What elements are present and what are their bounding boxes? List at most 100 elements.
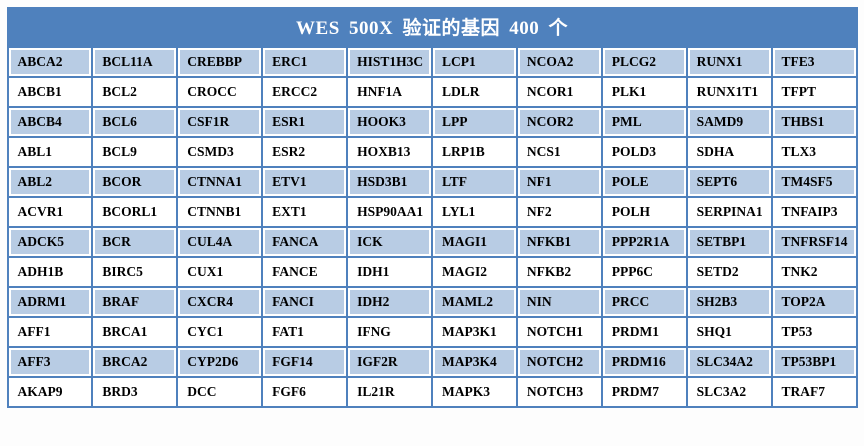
gene-cell: ABL2	[8, 168, 92, 196]
gene-cell: TFPT	[772, 78, 856, 106]
gene-cell: HIST1H3C	[348, 48, 431, 76]
gene-cell: BCORL1	[93, 198, 177, 226]
gene-cell: CYP2D6	[178, 348, 262, 376]
gene-cell: BCL2	[93, 78, 177, 106]
gene-cell: TLX3	[772, 138, 856, 166]
gene-cell: SH2B3	[687, 288, 771, 316]
gene-cell: BCL9	[93, 138, 177, 166]
table-row: ADH1B BIRC5 CUX1 FANCE IDH1 MAGI2 NFKB2 PPP6C SE…	[8, 258, 856, 286]
table-title: WES 500X 验证的基因 400 个	[8, 9, 856, 46]
gene-cell: SDHA	[687, 138, 771, 166]
gene-cell: LDLR	[432, 78, 516, 106]
table-row: ABL1 BCL9 CSMD3 ESR2 HOXB13 LRP1B NCS1 POLD3 SDH…	[8, 138, 856, 166]
gene-cell: ADRM1	[8, 288, 92, 316]
gene-cell: MAP3K1	[432, 318, 516, 346]
gene-cell: MAP3K4	[432, 348, 516, 376]
table-row: AKAP9 BRD3 DCC FGF6 IL21R MAPK3 NOTCH3 PRDM7 SLC…	[8, 378, 856, 406]
gene-cell: SEPT6	[687, 168, 771, 196]
gene-cell: NF2	[517, 198, 601, 226]
gene-cell: PRDM1	[602, 318, 686, 346]
gene-cell: BCL6	[93, 108, 177, 136]
gene-table-body: ABCA2 BCL11A CREBBP ERC1 HIST1H3C LCP1 NCOA2 PL…	[8, 48, 856, 406]
gene-cell: LYL1	[432, 198, 516, 226]
gene-cell: EXT1	[263, 198, 347, 226]
gene-cell: POLD3	[602, 138, 686, 166]
table-row: ACVR1 BCORL1 CTNNB1 EXT1 HSP90AA1 LYL1 NF2 POLH…	[8, 198, 856, 226]
gene-cell: ICK	[348, 228, 431, 256]
gene-cell: PRCC	[602, 288, 686, 316]
table-row: AFF3 BRCA2 CYP2D6 FGF14 IGF2R MAP3K4 NOTCH2 PRD…	[8, 348, 856, 376]
table-row: ABCB1 BCL2 CROCC ERCC2 HNF1A LDLR NCOR1 PLK1 RUN…	[8, 78, 856, 106]
table-row: ABL2 BCOR CTNNA1 ETV1 HSD3B1 LTF NF1 POLE SEPT6 T…	[8, 168, 856, 196]
gene-cell: ERC1	[263, 48, 347, 76]
gene-cell: TNFRSF14	[772, 228, 856, 256]
gene-cell: CTNNB1	[178, 198, 262, 226]
gene-cell: AKAP9	[8, 378, 92, 406]
gene-cell: NFKB2	[517, 258, 601, 286]
gene-cell: CXCR4	[178, 288, 262, 316]
gene-cell: FGF14	[263, 348, 347, 376]
gene-cell: SLC34A2	[687, 348, 771, 376]
gene-cell: ADCK5	[8, 228, 92, 256]
gene-cell: ESR1	[263, 108, 347, 136]
gene-cell: ESR2	[263, 138, 347, 166]
gene-cell: MAPK3	[432, 378, 516, 406]
gene-cell: BRAF	[93, 288, 177, 316]
gene-cell: TNFAIP3	[772, 198, 856, 226]
gene-cell: BRCA1	[93, 318, 177, 346]
gene-cell: BRD3	[93, 378, 177, 406]
gene-cell: PRDM16	[602, 348, 686, 376]
gene-cell: TRAF7	[772, 378, 856, 406]
gene-cell: NCOR2	[517, 108, 601, 136]
gene-cell: RUNX1	[687, 48, 771, 76]
gene-cell: SLC3A2	[687, 378, 771, 406]
gene-cell: MAGI1	[432, 228, 516, 256]
gene-cell: THBS1	[772, 108, 856, 136]
gene-cell: CYC1	[178, 318, 262, 346]
gene-cell: ACVR1	[8, 198, 92, 226]
table-row: ABCB4 BCL6 CSF1R ESR1 HOOK3 LPP NCOR2 PML SAMD9 T…	[8, 108, 856, 136]
gene-cell: PML	[602, 108, 686, 136]
gene-cell: POLE	[602, 168, 686, 196]
gene-cell: ABCA2	[8, 48, 92, 76]
gene-cell: HOXB13	[348, 138, 431, 166]
gene-cell: FGF6	[263, 378, 347, 406]
gene-cell: ABCB4	[8, 108, 92, 136]
gene-cell: SHQ1	[687, 318, 771, 346]
gene-cell: FANCE	[263, 258, 347, 286]
gene-cell: NCOR1	[517, 78, 601, 106]
gene-cell: BCL11A	[93, 48, 177, 76]
gene-cell: ABCB1	[8, 78, 92, 106]
gene-cell: SAMD9	[687, 108, 771, 136]
gene-cell: CROCC	[178, 78, 262, 106]
gene-cell: MAML2	[432, 288, 516, 316]
gene-cell: POLH	[602, 198, 686, 226]
gene-cell: ADH1B	[8, 258, 92, 286]
gene-cell: ABL1	[8, 138, 92, 166]
gene-cell: IGF2R	[348, 348, 431, 376]
gene-cell: IDH2	[348, 288, 431, 316]
gene-cell: NOTCH1	[517, 318, 601, 346]
gene-cell: LPP	[432, 108, 516, 136]
gene-cell: CSF1R	[178, 108, 262, 136]
gene-cell: NCOA2	[517, 48, 601, 76]
gene-cell: RUNX1T1	[687, 78, 771, 106]
gene-cell: DCC	[178, 378, 262, 406]
gene-cell: HOOK3	[348, 108, 431, 136]
gene-cell: TNK2	[772, 258, 856, 286]
gene-cell: LRP1B	[432, 138, 516, 166]
gene-cell: CUL4A	[178, 228, 262, 256]
gene-cell: FANCI	[263, 288, 347, 316]
gene-cell: CSMD3	[178, 138, 262, 166]
gene-cell: NCS1	[517, 138, 601, 166]
gene-cell: AFF1	[8, 318, 92, 346]
gene-cell: IFNG	[348, 318, 431, 346]
gene-table-header: WES 500X 验证的基因 400 个	[8, 9, 856, 46]
gene-cell: PLK1	[602, 78, 686, 106]
table-row: ABCA2 BCL11A CREBBP ERC1 HIST1H3C LCP1 NCOA2 PL…	[8, 48, 856, 76]
gene-cell: CTNNA1	[178, 168, 262, 196]
gene-cell: CREBBP	[178, 48, 262, 76]
gene-cell: HNF1A	[348, 78, 431, 106]
gene-cell: ETV1	[263, 168, 347, 196]
gene-cell: TP53BP1	[772, 348, 856, 376]
